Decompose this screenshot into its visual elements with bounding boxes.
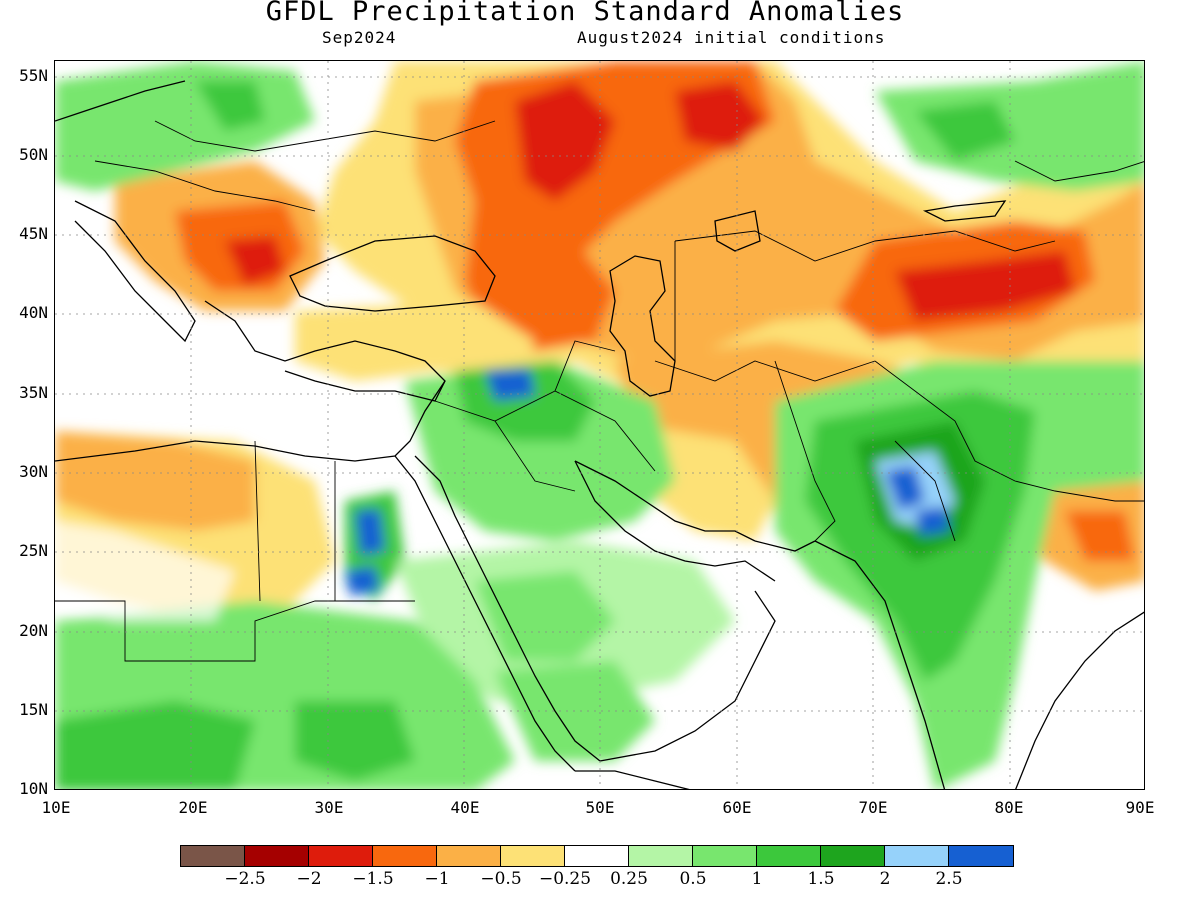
colorbar-swatch bbox=[821, 846, 885, 866]
forecast-month: Sep2024 bbox=[322, 28, 397, 47]
colorbar-swatch bbox=[181, 846, 245, 866]
map-title: GFDL Precipitation Standard Anomalies bbox=[265, 0, 905, 27]
colorbar-label: −1 bbox=[424, 869, 450, 889]
wet-zone-pakistan-blue bbox=[885, 466, 925, 511]
colorbar-label: −2 bbox=[296, 869, 322, 889]
dry-zone-anatolia bbox=[295, 301, 535, 381]
colorbar-swatch bbox=[437, 846, 501, 866]
lat-tick-10n: 10N bbox=[19, 779, 48, 798]
lon-tick-20e: 20E bbox=[178, 798, 208, 817]
coastlines bbox=[55, 80, 1144, 789]
wet-zone-rajasthan-blue bbox=[915, 506, 950, 536]
wet-zone-arabia-core bbox=[475, 571, 615, 661]
lat-tick-20n: 20N bbox=[19, 621, 48, 640]
colorbar-label: 2 bbox=[879, 869, 891, 889]
lon-tick-90e: 90E bbox=[1125, 798, 1155, 817]
colorbar-label: −2.5 bbox=[224, 869, 266, 889]
strong-dry-tienshan bbox=[895, 251, 1075, 321]
lat-tick-35n: 35N bbox=[19, 383, 48, 402]
wet-zone-sudan-core bbox=[295, 701, 415, 781]
colorbar-label: −1.5 bbox=[352, 869, 394, 889]
colorbar-label: −0.25 bbox=[538, 869, 592, 889]
colorbar-label: 0.25 bbox=[610, 869, 648, 889]
lon-tick-40e: 40E bbox=[450, 798, 480, 817]
lat-tick-25n: 25N bbox=[19, 541, 48, 560]
wet-zone-central-europe-core bbox=[195, 81, 265, 131]
colorbar-swatch bbox=[373, 846, 437, 866]
lon-tick-10e: 10E bbox=[41, 798, 71, 817]
lat-tick-55n: 55N bbox=[19, 66, 48, 85]
wet-zone-sudan-blue bbox=[345, 566, 380, 596]
lat-tick-30n: 30N bbox=[19, 462, 48, 481]
colorbar-swatch bbox=[309, 846, 373, 866]
wet-zone-siberia bbox=[875, 61, 1144, 191]
lon-tick-70e: 70E bbox=[858, 798, 888, 817]
colorbar-swatch bbox=[885, 846, 949, 866]
dry-zone-libya bbox=[55, 431, 255, 531]
map-area bbox=[54, 60, 1145, 790]
colorbar-label: 1 bbox=[751, 869, 763, 889]
moderate-dry-caucasus bbox=[475, 241, 615, 351]
moderate-dry-bengal bbox=[1065, 511, 1135, 561]
lon-tick-80e: 80E bbox=[994, 798, 1024, 817]
colorbar-swatch bbox=[565, 846, 629, 866]
wet-zone-iraq-blue bbox=[485, 369, 535, 401]
graticule bbox=[55, 61, 1144, 789]
initial-conditions: August2024 initial conditions bbox=[577, 28, 886, 47]
anomaly-map bbox=[55, 61, 1144, 789]
colorbar-label: 0.5 bbox=[679, 869, 707, 889]
strong-dry-urals bbox=[675, 81, 765, 151]
colorbar bbox=[180, 845, 1014, 867]
colorbar-label: 1.5 bbox=[807, 869, 835, 889]
lat-tick-45n: 45N bbox=[19, 224, 48, 243]
colorbar-label: −0.5 bbox=[480, 869, 522, 889]
colorbar-swatch bbox=[757, 846, 821, 866]
colorbar-swatch bbox=[693, 846, 757, 866]
wet-zone-red-sea-blue bbox=[355, 509, 385, 556]
colorbar-swatch bbox=[949, 846, 1013, 866]
colorbar-swatch bbox=[629, 846, 693, 866]
lon-tick-30e: 30E bbox=[314, 798, 344, 817]
lat-tick-40n: 40N bbox=[19, 303, 48, 322]
colorbar-swatch bbox=[245, 846, 309, 866]
lon-tick-50e: 50E bbox=[585, 798, 615, 817]
strong-dry-balkans bbox=[225, 236, 285, 286]
lat-tick-50n: 50N bbox=[19, 145, 48, 164]
wet-zone-siberia-core bbox=[915, 101, 1015, 161]
wet-zone-sahel-core bbox=[55, 701, 255, 789]
colorbar-label: 2.5 bbox=[935, 869, 963, 889]
colorbar-swatch bbox=[501, 846, 565, 866]
lat-tick-15n: 15N bbox=[19, 700, 48, 719]
lon-tick-60e: 60E bbox=[722, 798, 752, 817]
strong-dry-volga bbox=[515, 81, 615, 201]
country-borders bbox=[55, 120, 1144, 662]
